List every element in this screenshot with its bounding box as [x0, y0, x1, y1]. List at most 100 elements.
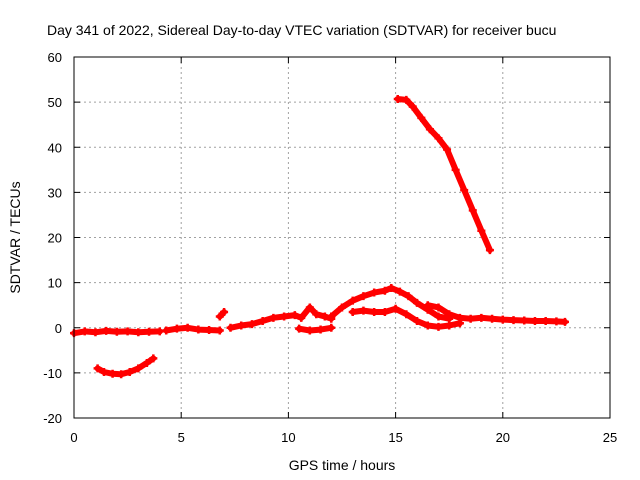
data-point — [485, 246, 494, 255]
y-tick-label: 30 — [48, 185, 62, 200]
data-point — [125, 367, 134, 376]
data-point — [477, 313, 486, 322]
data-point — [413, 298, 422, 307]
series-baseline-early — [70, 326, 164, 338]
y-tick-label: 40 — [48, 140, 62, 155]
data-point — [387, 284, 396, 293]
data-point — [468, 206, 477, 215]
x-tick-label: 10 — [281, 430, 295, 445]
data-point — [327, 323, 336, 332]
y-tick-label: 0 — [55, 321, 62, 336]
data-point — [102, 326, 111, 335]
data-point — [123, 327, 132, 336]
data-point — [460, 186, 469, 195]
data-point — [91, 328, 100, 337]
data-point — [145, 327, 154, 336]
x-tick-label: 15 — [388, 430, 402, 445]
grid-lines — [74, 57, 610, 418]
data-point — [162, 326, 171, 335]
data-point — [80, 327, 89, 336]
data-point — [408, 102, 417, 111]
data-point — [359, 306, 368, 315]
data-point — [488, 314, 497, 323]
data-point — [93, 364, 102, 373]
data-point — [370, 307, 379, 316]
data-point — [348, 307, 357, 316]
data-point — [280, 312, 289, 321]
data-point — [380, 307, 389, 316]
data-point — [451, 165, 460, 174]
data-point — [194, 325, 203, 334]
series-line — [296, 324, 335, 334]
series-late-baseline — [423, 301, 569, 326]
x-tick-label: 5 — [178, 430, 185, 445]
y-tick-labels: -20 -10 0 10 20 30 40 50 60 — [43, 50, 62, 426]
data-point — [134, 328, 143, 337]
data-point — [498, 315, 507, 324]
data-point — [117, 370, 126, 379]
data-point — [455, 313, 464, 322]
data-point — [402, 310, 411, 319]
x-tick-label: 20 — [496, 430, 510, 445]
data-point — [348, 296, 357, 305]
data-point — [215, 326, 224, 335]
series-dip-arc — [93, 354, 158, 379]
data-point — [142, 358, 151, 367]
data-point — [112, 327, 121, 336]
data-point — [380, 286, 389, 295]
y-tick-label: 50 — [48, 95, 62, 110]
series-low-branch — [295, 323, 336, 335]
data-point — [395, 287, 404, 296]
x-tick-labels: 0 5 10 15 20 25 — [70, 430, 617, 445]
x-axis-label: GPS time / hours — [289, 457, 396, 473]
data-point — [370, 288, 379, 297]
data-point — [297, 313, 306, 322]
series-line — [394, 96, 493, 254]
data-point — [247, 320, 256, 329]
chart-title: Day 341 of 2022, Sidereal Day-to-day VTE… — [47, 22, 556, 38]
data-point — [149, 354, 158, 363]
series-group — [70, 94, 569, 379]
data-point — [316, 325, 325, 334]
data-point — [423, 321, 432, 330]
data-point — [530, 316, 539, 325]
data-point — [312, 310, 321, 319]
series-short-segment — [215, 307, 229, 321]
data-point — [560, 317, 569, 326]
data-point — [295, 324, 304, 333]
data-point — [445, 321, 454, 330]
y-tick-label: -10 — [43, 366, 62, 381]
data-point — [423, 301, 432, 310]
data-point — [338, 303, 346, 312]
axis-ticks — [73, 56, 611, 419]
x-tick-label: 25 — [603, 430, 617, 445]
series-baseline-mid — [162, 323, 224, 335]
data-point — [413, 316, 422, 325]
data-point — [509, 316, 518, 325]
series-steep-decline — [393, 94, 494, 255]
data-point — [466, 314, 475, 323]
data-point — [434, 134, 443, 143]
data-point — [359, 292, 368, 301]
data-point — [393, 94, 402, 103]
data-point — [520, 316, 529, 325]
data-point — [477, 226, 486, 235]
y-tick-label: 60 — [48, 50, 62, 65]
data-point — [305, 326, 314, 335]
data-point — [205, 326, 214, 335]
x-tick-label: 0 — [70, 430, 77, 445]
series-rise-to-plateau — [226, 303, 336, 332]
data-point — [404, 292, 413, 301]
data-point — [434, 312, 443, 321]
y-tick-label: 20 — [48, 231, 62, 246]
data-point — [290, 311, 299, 320]
data-point — [269, 313, 278, 322]
data-point — [172, 324, 181, 333]
data-point — [425, 125, 434, 134]
y-axis-label: SDTVAR / TECUs — [7, 181, 23, 293]
data-point — [552, 317, 561, 326]
data-point — [100, 367, 109, 376]
data-point — [258, 316, 267, 325]
data-point — [183, 323, 192, 332]
